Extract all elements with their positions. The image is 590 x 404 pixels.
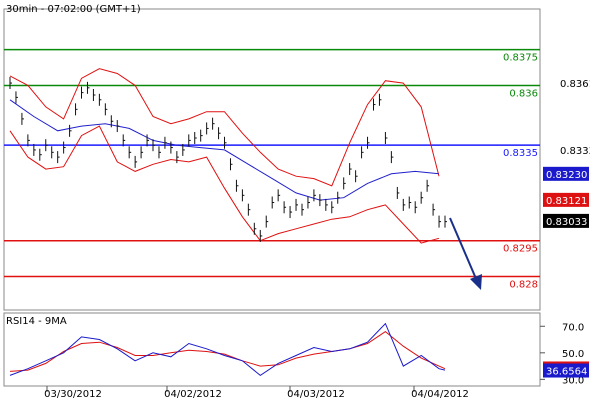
chart-interval-label: 30min - 07:02:00 (GMT+1): [6, 4, 141, 15]
price-bars: [9, 77, 447, 242]
rsi-y-tick-label: 50.0: [562, 349, 584, 360]
rsi-panel-title: RSI14 - 9MA: [6, 316, 67, 327]
axis-labels: 0.8361 0.8333 70.0 50.0 30.0 03/30/2012 04/02/…: [44, 79, 590, 400]
horizontal-levels: 0.8375 0.836 0.8335 0.8295 0.828: [4, 48, 540, 291]
level-label-1: 0.836: [509, 88, 538, 99]
main-y-tick-label: 0.8333: [560, 146, 590, 157]
forecast-arrow: [449, 217, 482, 290]
rsi-panel-frame: [3, 312, 541, 387]
x-tick-label: 04/03/2012: [287, 389, 345, 400]
price-badge-bg: [543, 213, 589, 228]
bollinger-bands: [9, 68, 440, 244]
main-y-tick-label: 0.8361: [560, 79, 590, 90]
price-badge-bg: [543, 192, 589, 207]
price-badge-bg: [543, 166, 589, 181]
rsi-y-tick-label: 70.0: [562, 322, 584, 333]
moving-average: [9, 99, 440, 201]
x-tick-label: 04/04/2012: [411, 389, 469, 400]
x-tick-label: 03/30/2012: [44, 389, 102, 400]
x-tick-label: 04/02/2012: [164, 389, 222, 400]
forecast-arrow-shaft: [449, 217, 478, 282]
main-panel-frame: [3, 8, 541, 311]
moving-average-line: [9, 99, 440, 201]
rsi-line: [9, 322, 446, 377]
bollinger-upper-line: [9, 68, 440, 187]
rsi-badge-bg: [543, 363, 589, 378]
rsi-ma-line: [9, 330, 446, 372]
rsi-y-tick-label: 30.0: [562, 375, 584, 386]
level-label-2: 0.8335: [503, 148, 538, 159]
price-badge-label: 0.83033: [546, 217, 587, 228]
rsi-lines: [9, 322, 446, 377]
level-label-3: 0.8295: [503, 244, 538, 255]
bollinger-lower-line: [9, 125, 440, 244]
rsi-badge-label: 36.6564: [546, 367, 587, 378]
forecast-arrow-head: [470, 274, 482, 290]
level-label-0: 0.8375: [503, 53, 538, 64]
price-badge-label: 0.83121: [546, 196, 587, 207]
level-label-4: 0.828: [509, 280, 538, 291]
price-badge-label: 0.83230: [546, 170, 587, 181]
